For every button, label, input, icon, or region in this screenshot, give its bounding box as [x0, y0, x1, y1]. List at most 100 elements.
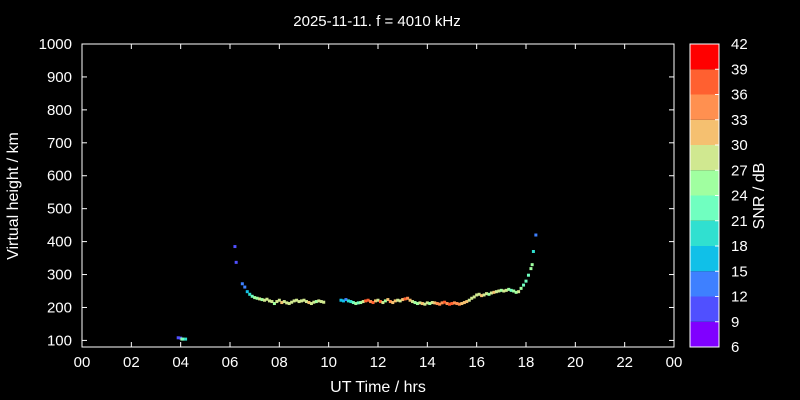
data-point — [480, 294, 484, 298]
colorbar-tick-label: 27 — [731, 162, 748, 179]
data-point — [234, 260, 238, 264]
y-tick-label: 400 — [47, 234, 72, 251]
data-point — [411, 300, 415, 304]
colorbar-tick-label: 21 — [731, 213, 748, 230]
data-point — [408, 298, 412, 302]
data-point — [440, 301, 444, 305]
data-point — [253, 296, 257, 300]
x-axis-label: UT Time / hrs — [330, 379, 426, 396]
data-point — [346, 299, 350, 303]
colorbar-segment — [690, 170, 719, 196]
colorbar-segment — [690, 195, 719, 221]
x-tick-label: 18 — [518, 354, 535, 371]
data-point — [374, 299, 378, 303]
data-point — [470, 296, 474, 300]
colorbar-segment — [690, 271, 719, 297]
colorbar-tick-label: 24 — [731, 188, 748, 205]
data-point — [438, 302, 442, 306]
data-point — [292, 299, 296, 303]
data-point — [314, 300, 318, 304]
data-point — [418, 301, 422, 305]
colorbar-tick-label: 18 — [731, 238, 748, 255]
data-point — [433, 301, 437, 305]
data-point — [514, 290, 518, 294]
data-point — [415, 302, 419, 306]
data-point — [472, 295, 476, 299]
data-point — [450, 302, 454, 306]
data-point — [530, 263, 534, 267]
colorbar-tick-label: 33 — [731, 112, 748, 129]
data-point — [425, 301, 429, 305]
y-tick-label: 800 — [47, 102, 72, 119]
data-point — [388, 300, 392, 304]
data-point — [482, 293, 486, 297]
x-tick-label: 14 — [419, 354, 436, 371]
colorbar-segment — [690, 296, 719, 322]
data-point — [272, 302, 276, 306]
data-points — [176, 233, 538, 341]
data-point — [526, 273, 530, 277]
data-point — [351, 301, 355, 305]
data-point — [452, 301, 456, 305]
colorbar-segment — [690, 321, 719, 347]
data-point — [428, 302, 432, 306]
colorbar-tick-label: 6 — [731, 339, 739, 356]
data-point — [378, 300, 382, 304]
colorbar-tick-label: 15 — [731, 263, 748, 280]
data-point — [319, 300, 323, 304]
data-point — [381, 301, 385, 305]
data-point — [176, 336, 180, 340]
data-point — [396, 298, 400, 302]
colorbar-segment — [690, 145, 719, 171]
colorbar-tick-label: 36 — [731, 87, 748, 104]
data-point — [403, 297, 407, 301]
data-point — [519, 286, 523, 290]
data-point — [369, 300, 373, 304]
data-point — [366, 298, 370, 302]
data-point — [359, 301, 363, 305]
y-tick-label: 1000 — [39, 36, 72, 53]
data-point — [270, 300, 274, 304]
data-point — [383, 299, 387, 303]
data-point — [354, 302, 358, 306]
data-point — [240, 282, 244, 286]
data-point — [267, 299, 271, 303]
x-tick-label: 00 — [666, 354, 683, 371]
data-point — [317, 299, 321, 303]
y-tick-label: 700 — [47, 135, 72, 152]
colorbar-segment — [690, 94, 719, 120]
y-tick-label: 900 — [47, 69, 72, 86]
data-point — [393, 299, 397, 303]
colorbar-tick-label: 12 — [731, 289, 748, 306]
data-point — [494, 290, 498, 294]
x-tick-label: 06 — [222, 354, 239, 371]
colorbar-tick-label: 9 — [731, 314, 739, 331]
colorbar-tick-label: 42 — [731, 36, 748, 53]
data-point — [287, 302, 291, 306]
y-tick-label: 600 — [47, 168, 72, 185]
data-point — [457, 302, 461, 306]
x-tick-label: 20 — [567, 354, 584, 371]
y-tick-label: 100 — [47, 332, 72, 349]
data-point — [522, 283, 526, 287]
colorbar-segment — [690, 220, 719, 246]
data-point — [465, 300, 469, 304]
chart-title: 2025-11-11. f = 4010 kHz — [293, 13, 460, 30]
data-point — [258, 297, 262, 301]
data-point — [263, 298, 267, 302]
data-point — [304, 300, 308, 304]
data-point — [524, 279, 528, 283]
data-point — [290, 300, 294, 304]
data-point — [339, 298, 343, 302]
data-point — [504, 288, 508, 292]
data-point — [364, 299, 368, 303]
data-point — [312, 300, 316, 304]
data-point — [341, 299, 345, 303]
data-point — [184, 337, 188, 341]
data-point — [309, 302, 313, 306]
y-tick-label: 500 — [47, 201, 72, 218]
data-point — [489, 291, 493, 295]
data-point — [282, 300, 286, 304]
data-point — [344, 298, 348, 302]
y-axis: 100 200 300 400 500 600 700 800 900 1000 — [39, 36, 674, 349]
